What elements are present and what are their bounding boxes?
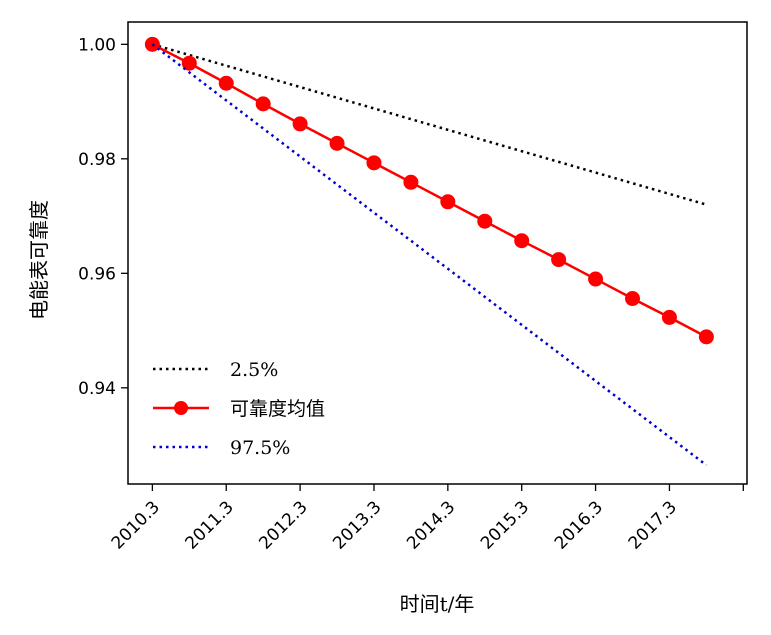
x-tick-label: 2013.3 — [329, 497, 385, 553]
x-tick-label: 2011.3 — [182, 497, 238, 553]
y-tick-label: 0.98 — [78, 150, 116, 170]
x-tick-label: 2017.3 — [625, 497, 681, 553]
legend-marker-mean — [174, 401, 188, 415]
series-point — [625, 291, 641, 307]
y-tick-label: 0.96 — [78, 264, 116, 284]
x-axis-ticks: 2010.3 2011.3 2012.3 2013.3 2014.3 2015.3 2016… — [108, 484, 744, 554]
series-line-2 — [151, 43, 708, 467]
series-point — [477, 213, 493, 229]
legend-label-97-5: 97.5% — [230, 437, 290, 459]
series-point — [551, 252, 567, 268]
x-axis-label: 时间t/年 — [400, 592, 475, 616]
series-point — [218, 75, 234, 91]
x-tick-label: 2016.3 — [551, 497, 607, 553]
x-tick-label: 2015.3 — [477, 497, 533, 553]
series-point — [329, 135, 345, 151]
series-point — [661, 309, 677, 325]
legend: 2.5% 可靠度均值 97.5% — [153, 359, 325, 459]
y-tick-label: 1.00 — [78, 35, 116, 55]
legend-label-2-5: 2.5% — [230, 359, 278, 381]
series-point — [181, 55, 197, 71]
legend-label-mean: 可靠度均值 — [230, 398, 325, 420]
series-point — [440, 194, 456, 210]
x-tick-label: 2012.3 — [255, 497, 311, 553]
series-point — [366, 155, 382, 171]
y-tick-label: 0.94 — [78, 379, 116, 399]
series-layer — [144, 36, 714, 467]
series-point — [292, 116, 308, 132]
y-axis-ticks: 1.00 0.98 0.96 0.94 — [78, 35, 128, 399]
series-point — [403, 174, 419, 190]
series-line-0 — [152, 43, 707, 206]
series-point — [255, 96, 271, 112]
series-point — [698, 329, 714, 345]
x-tick-label: 2014.3 — [403, 497, 459, 553]
plot-frame — [127, 21, 748, 485]
series-line-1 — [151, 43, 707, 338]
series-point — [588, 271, 604, 287]
y-axis-label: 电能表可靠度 — [27, 200, 51, 320]
series-point — [514, 233, 530, 249]
x-tick-label: 2010.3 — [108, 497, 164, 553]
series-point — [144, 36, 160, 52]
